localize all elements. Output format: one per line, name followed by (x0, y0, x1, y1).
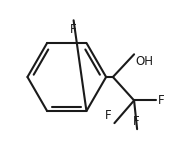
Text: OH: OH (136, 55, 154, 68)
Text: F: F (133, 115, 140, 128)
Text: F: F (70, 23, 77, 36)
Text: F: F (157, 94, 164, 107)
Text: F: F (105, 109, 111, 122)
